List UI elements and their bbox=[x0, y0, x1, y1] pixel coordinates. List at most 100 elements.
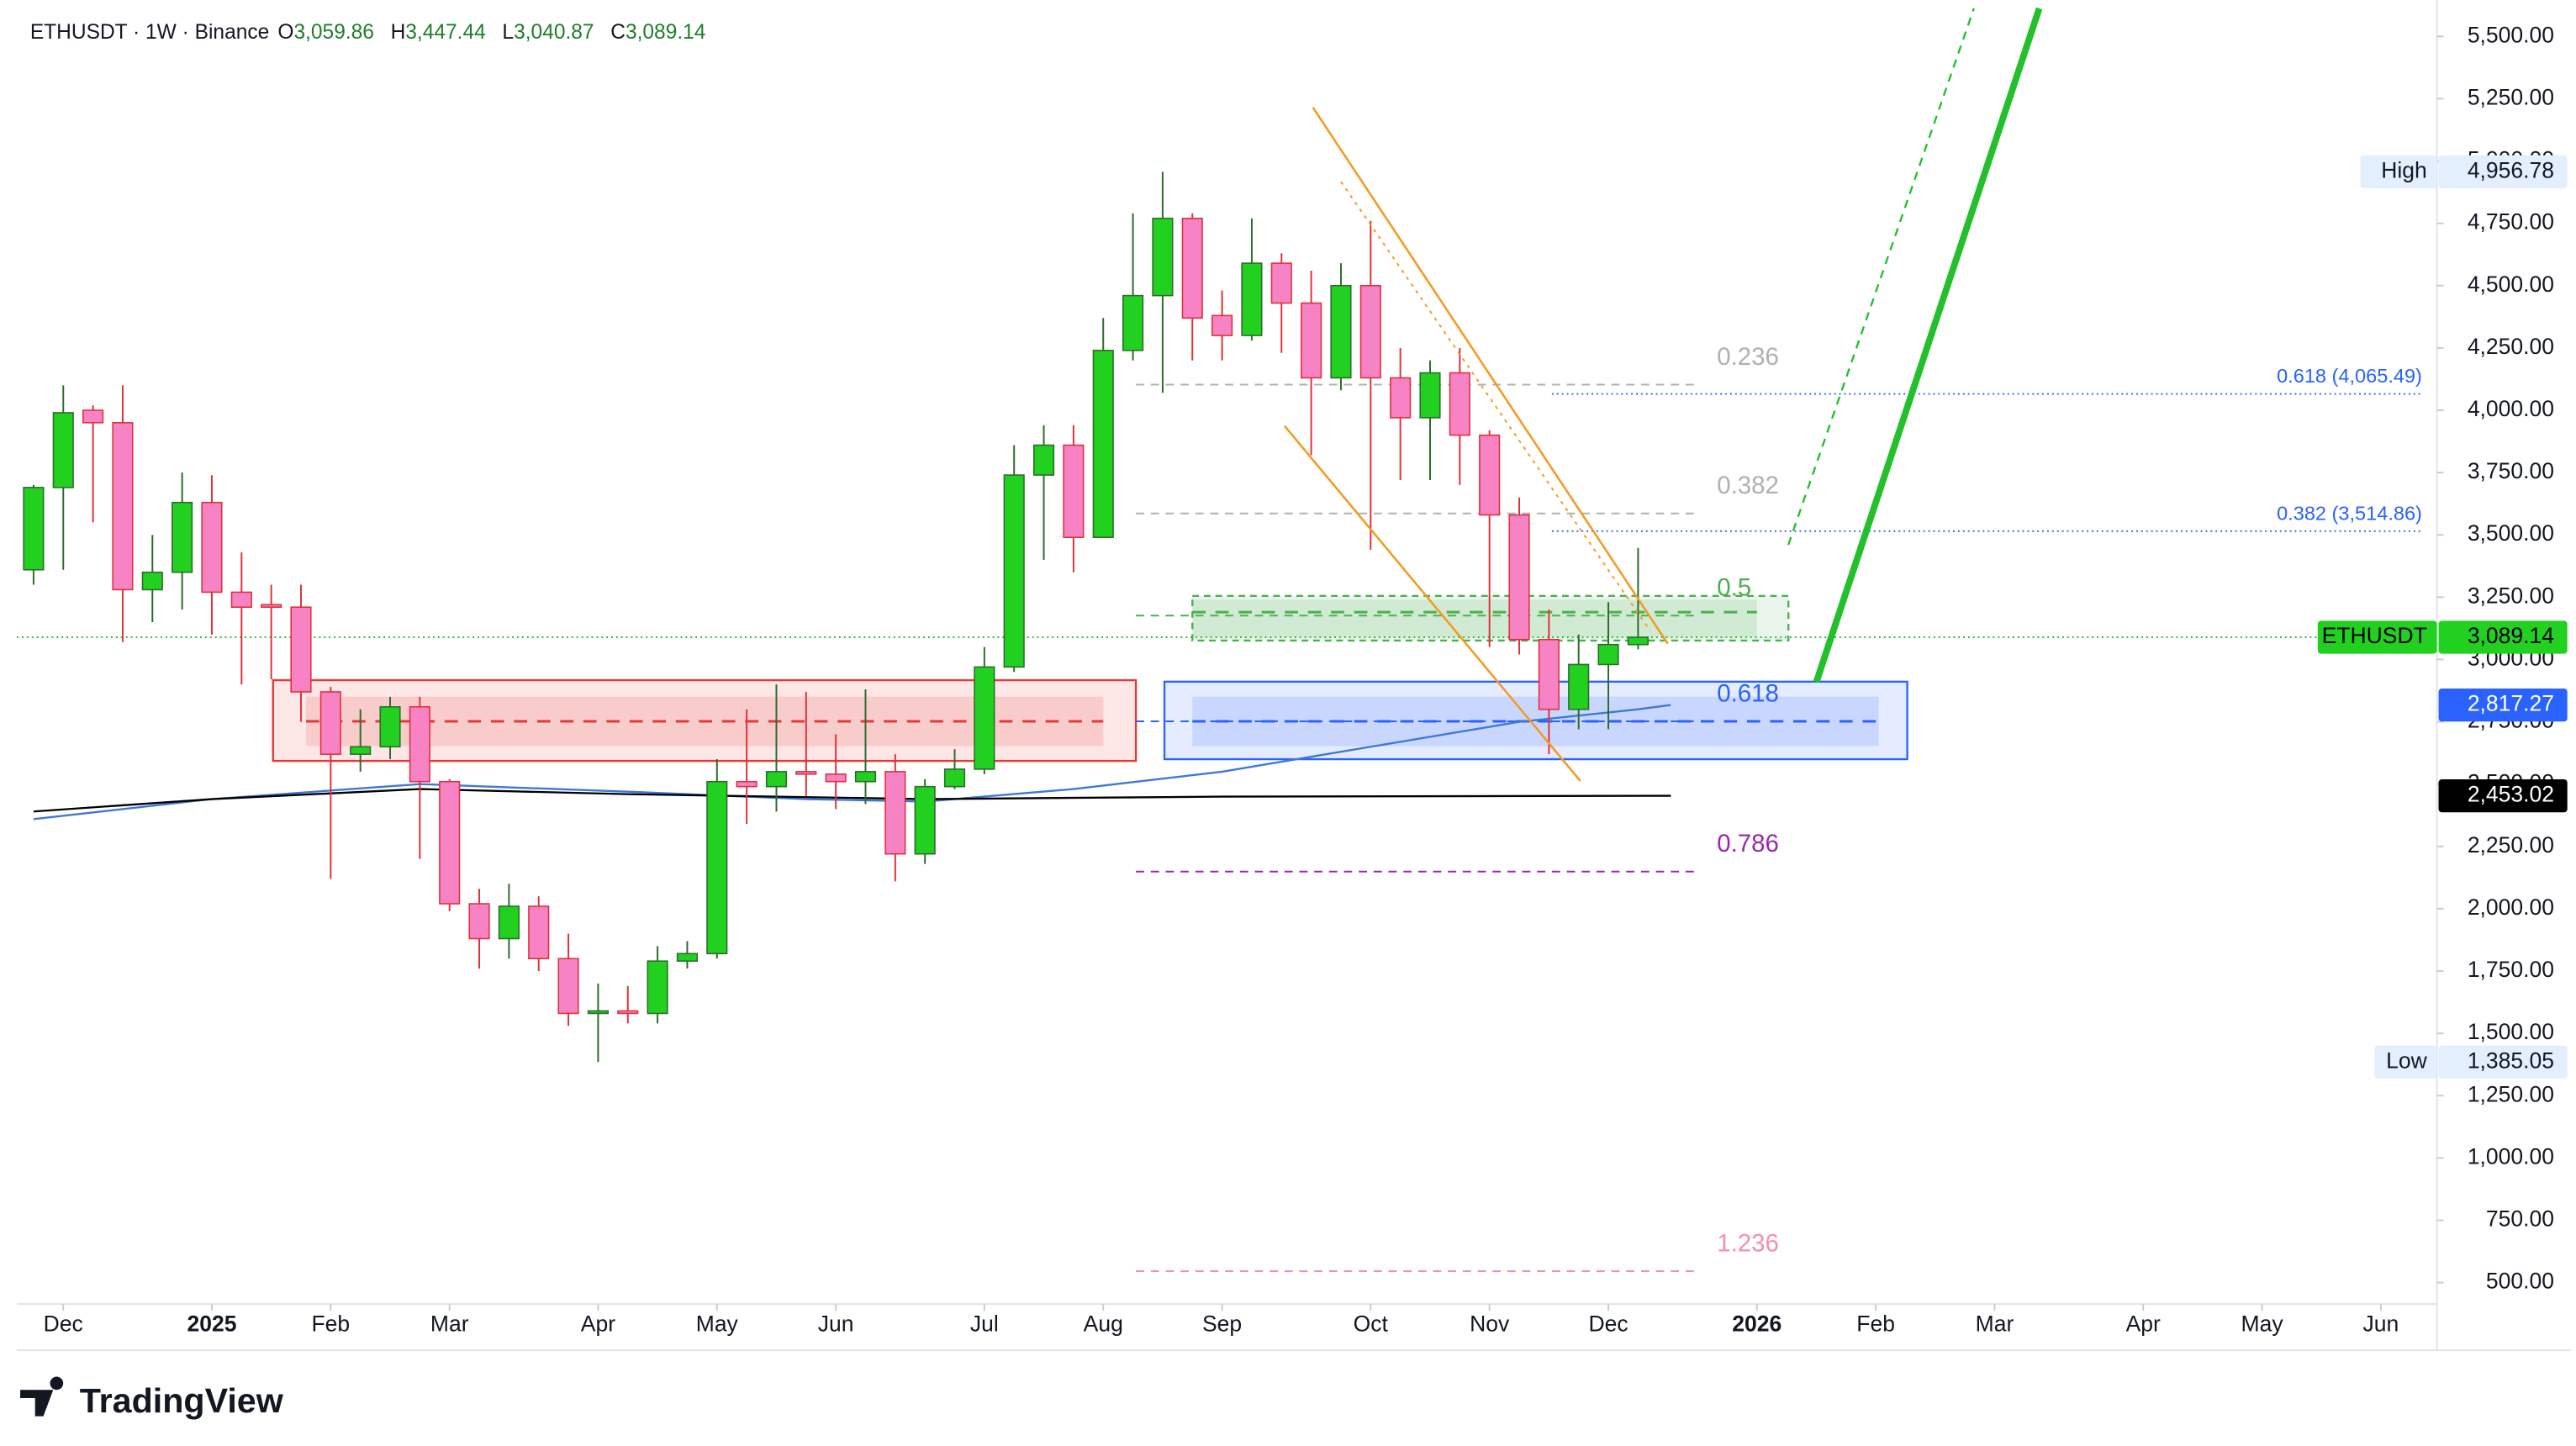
candle-body bbox=[1181, 217, 1203, 319]
y-tick-label: 1,500.00 bbox=[2468, 1019, 2554, 1044]
candle-body bbox=[528, 905, 550, 960]
y-tick-label: 4,250.00 bbox=[2468, 334, 2554, 359]
ohlc-value: 3,040.87 bbox=[514, 21, 594, 44]
x-tick-label: Sep bbox=[1202, 1311, 1242, 1337]
candle-body bbox=[943, 768, 966, 788]
candle-body bbox=[141, 571, 163, 591]
candle-body bbox=[1211, 314, 1233, 336]
candle-body bbox=[1419, 372, 1441, 419]
x-tick-label: Jun bbox=[2363, 1311, 2399, 1337]
candle-body bbox=[1301, 302, 1322, 379]
candle-body bbox=[1508, 514, 1530, 641]
y-tick-label: 1,250.00 bbox=[2468, 1081, 2554, 1106]
y-tick-label: 2,250.00 bbox=[2468, 832, 2554, 858]
y-tick-label: 2,000.00 bbox=[2468, 895, 2554, 920]
price-badge-name: High bbox=[2381, 157, 2427, 182]
candle-body bbox=[1270, 262, 1292, 304]
ohlc-key: L bbox=[502, 21, 514, 44]
candle-body bbox=[409, 706, 430, 783]
ohlc-value: 3,447.44 bbox=[405, 21, 486, 44]
candle-body bbox=[1122, 294, 1144, 351]
y-tick-label: 5,500.00 bbox=[2468, 22, 2554, 47]
y-tick-label: 5,250.00 bbox=[2468, 84, 2554, 109]
trendline bbox=[1813, 7, 2043, 683]
candle-body bbox=[172, 501, 193, 573]
candle-body bbox=[765, 771, 788, 788]
price-badge bbox=[2438, 1045, 2568, 1079]
candle-body bbox=[379, 706, 401, 748]
price-badge-name-bg bbox=[2374, 1045, 2437, 1079]
y-tick-label: 4,750.00 bbox=[2468, 209, 2554, 235]
candle-body bbox=[319, 691, 341, 755]
candle-body bbox=[1092, 350, 1114, 538]
x-tick-label: May bbox=[696, 1311, 739, 1337]
fib-label: 1.236 bbox=[1717, 1229, 1779, 1257]
price-badge-label: 4,956.78 bbox=[2468, 157, 2554, 182]
trendline bbox=[1787, 8, 1975, 546]
candle-body bbox=[1241, 262, 1263, 336]
candle-body bbox=[52, 412, 74, 488]
price-badge-name-bg bbox=[2317, 620, 2437, 654]
price-badge bbox=[2438, 155, 2568, 188]
x-tick-label: Jun bbox=[818, 1311, 854, 1337]
candle-body bbox=[706, 780, 728, 955]
candle-body bbox=[1032, 444, 1055, 476]
candle-body bbox=[974, 666, 995, 770]
price-badge-name: Low bbox=[2386, 1048, 2427, 1073]
x-tick-label: 2025 bbox=[187, 1311, 236, 1337]
trendline bbox=[1340, 181, 1651, 631]
candle-body bbox=[1359, 284, 1381, 379]
x-tick-label: Feb bbox=[1856, 1311, 1895, 1337]
candle-body bbox=[261, 604, 282, 608]
x-tick-label: Apr bbox=[2126, 1311, 2161, 1337]
y-tick-label: 3,500.00 bbox=[2468, 520, 2554, 546]
price-badge-label: 2,453.02 bbox=[2468, 782, 2554, 807]
candle-body bbox=[884, 771, 906, 855]
price-badge bbox=[2438, 778, 2568, 813]
plot-area: 0.236 0.382 0.5 0.618 0.786 1.236 0.618 (4,065… bbox=[17, 7, 2436, 1272]
x-tick-label: Apr bbox=[581, 1311, 615, 1337]
ohlc-value: 3,059.86 bbox=[293, 21, 373, 44]
candle-body bbox=[498, 905, 520, 940]
candle-body bbox=[1449, 372, 1470, 436]
candle-body bbox=[201, 501, 223, 594]
y-tick-label: 500.00 bbox=[2486, 1269, 2554, 1294]
candle-body bbox=[1152, 217, 1174, 297]
price-badge-label: 2,817.27 bbox=[2468, 691, 2554, 716]
candle-body bbox=[647, 960, 668, 1015]
fib-label: 0.382 bbox=[1717, 472, 1779, 499]
fib-label: 0.236 bbox=[1717, 343, 1779, 371]
candle-body bbox=[350, 746, 372, 755]
x-tick-label: May bbox=[2241, 1311, 2284, 1337]
legend-header: ETHUSDT · 1W · Binance O 3,059.86 H 3,447.4… bbox=[30, 21, 706, 44]
zone bbox=[1191, 594, 1790, 642]
candle-body bbox=[1063, 444, 1085, 538]
candle-body bbox=[82, 409, 104, 424]
candle-body bbox=[1597, 643, 1619, 666]
candle-body bbox=[617, 1010, 639, 1015]
ohlc-key: C bbox=[610, 21, 626, 44]
candle-body bbox=[23, 487, 45, 571]
candle-body bbox=[468, 903, 490, 940]
x-tick-label: Aug bbox=[1084, 1311, 1123, 1337]
x-tick-label: Mar bbox=[1976, 1311, 2014, 1337]
zone-inner bbox=[1192, 599, 1757, 637]
x-tick-label: Oct bbox=[1354, 1311, 1389, 1337]
candle-body bbox=[1003, 474, 1025, 668]
fib-target-label: 0.618 (4,065.49) bbox=[2277, 365, 2422, 387]
y-tick-label: 3,250.00 bbox=[2468, 583, 2554, 608]
candle-body bbox=[557, 958, 579, 1015]
price-badge-name-bg bbox=[2360, 155, 2437, 188]
symbol: ETHUSDT · 1W · Binance bbox=[30, 21, 269, 44]
candle-body bbox=[112, 422, 134, 591]
candle-body bbox=[1538, 638, 1560, 710]
candle-body bbox=[1479, 434, 1501, 516]
candle-body bbox=[676, 953, 699, 962]
fib-target-label: 0.382 (3,514.86) bbox=[2277, 502, 2422, 524]
candle-body bbox=[795, 771, 817, 775]
trendline bbox=[1283, 425, 1581, 782]
moving-average bbox=[33, 704, 1671, 821]
moving-average bbox=[33, 788, 1671, 813]
